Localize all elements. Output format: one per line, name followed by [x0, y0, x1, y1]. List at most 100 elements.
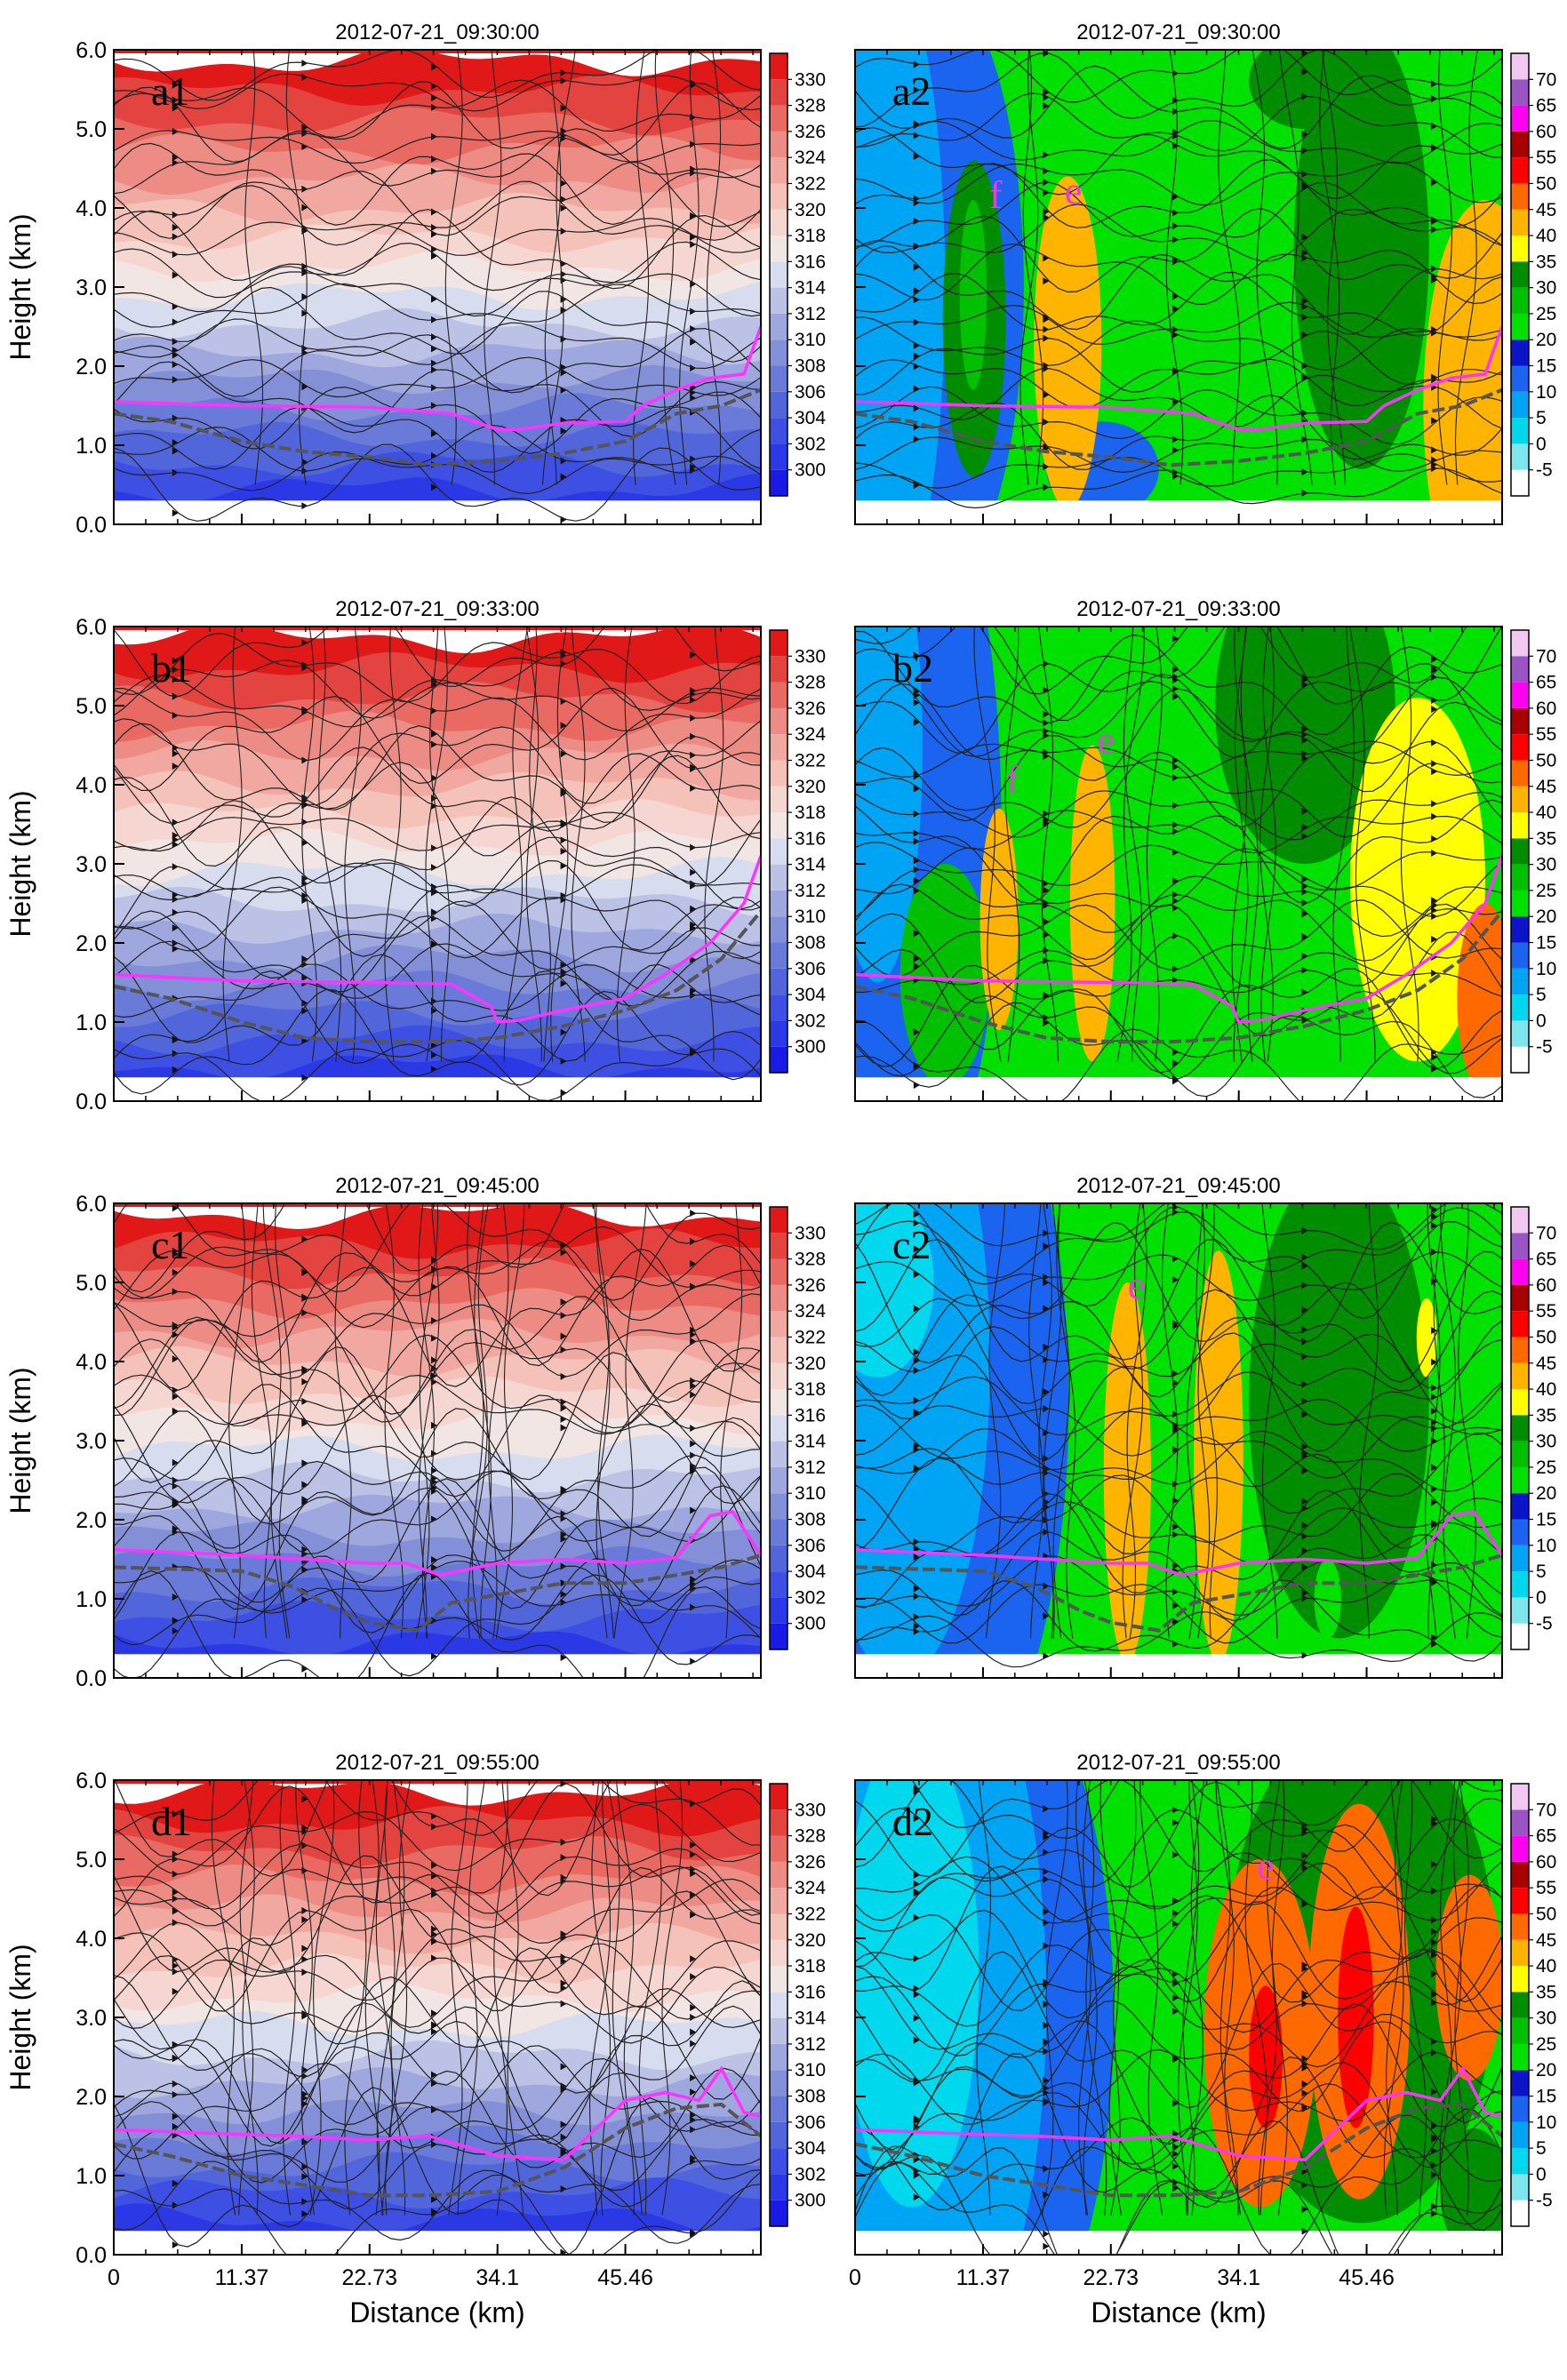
- streamline-arrow: [431, 295, 437, 303]
- colorbar-swatch: [1511, 968, 1529, 995]
- streamline-arrow: [1301, 1497, 1308, 1505]
- streamlines: [855, 627, 1502, 1101]
- streamline: [114, 1783, 761, 1917]
- streamline-arrow: [172, 1627, 179, 1635]
- panel-title: 2012-07-21_09:45:00: [1076, 1174, 1281, 1198]
- gray-boundary-line: [114, 1553, 761, 1633]
- streamline: [855, 1320, 1502, 1460]
- streamline: [855, 790, 1502, 841]
- colorbar-label: 316: [795, 1982, 826, 2002]
- panel-label: a2: [892, 68, 931, 114]
- streamline-arrow: [690, 1580, 697, 1588]
- colorbar-swatch: [770, 1519, 787, 1545]
- streamline: [309, 1780, 335, 2216]
- streamline-arrow: [1301, 725, 1308, 733]
- streamlines: [114, 1780, 761, 2255]
- streamline: [589, 1780, 612, 2216]
- colorbar-swatch: [1511, 183, 1529, 210]
- y-tick-label: 4.0: [76, 1927, 107, 1952]
- y-tick-label: 0.0: [76, 1090, 107, 1114]
- streamline-arrow: [172, 1810, 179, 1818]
- streamline-arrow: [560, 1599, 567, 1607]
- plot-area: e: [855, 1203, 1502, 1678]
- panel-label: d2: [892, 1799, 933, 1844]
- y-tick-label: 1.0: [76, 2164, 107, 2189]
- colorbar-frame: [769, 1783, 788, 2227]
- streamline: [855, 181, 1502, 247]
- colorbar-label: 306: [795, 959, 826, 979]
- streamline-arrow: [913, 651, 920, 659]
- streamline-arrow: [431, 2028, 437, 2036]
- streamline-arrow: [560, 847, 567, 855]
- plot-area: fe: [855, 627, 1502, 1101]
- streamline-arrow: [172, 749, 179, 757]
- streamline: [855, 1404, 1502, 1479]
- colorbar-label: 60: [1536, 1852, 1556, 1873]
- streamline-arrow: [560, 1424, 567, 1432]
- panel-b2: 2012-07-21_09:33:00feb2-5051015202530354…: [854, 597, 1556, 1102]
- panel-title: 2012-07-21_09:30:00: [1076, 20, 1281, 44]
- streamline-arrow: [1172, 1523, 1179, 1531]
- colorbar-label: 320: [795, 1930, 826, 1951]
- streamline-arrow: [560, 2000, 567, 2008]
- colorbar-swatch: [1511, 157, 1529, 184]
- plot-area: [114, 627, 761, 1101]
- colorbar-label: 318: [795, 803, 826, 823]
- y-tick-label: 1.0: [76, 1587, 107, 1612]
- streamline: [1197, 1203, 1215, 1639]
- streamline: [114, 2101, 761, 2192]
- streamline-arrow: [1172, 1276, 1179, 1284]
- gray-boundary-line: [855, 1553, 1502, 1633]
- streamline-arrow: [560, 180, 567, 188]
- streamline-arrow: [560, 2133, 567, 2141]
- y-tick-label: 2.0: [76, 355, 107, 379]
- streamline-arrow: [301, 74, 308, 82]
- streamline: [114, 687, 761, 762]
- colorbar-swatch: [1511, 994, 1529, 1021]
- streamline-arrow: [690, 467, 697, 475]
- streamline-arrow: [690, 455, 697, 463]
- streamline-arrow: [913, 771, 920, 779]
- streamline-arrow: [1301, 807, 1308, 815]
- colorbar-label: 300: [795, 1614, 826, 1634]
- streamline: [1215, 1780, 1242, 2216]
- y-axis-label: Height (km): [4, 213, 36, 360]
- streamline: [1251, 50, 1278, 485]
- streamline: [1126, 1203, 1147, 1639]
- streamline: [114, 827, 761, 910]
- colorbar-swatch: [770, 942, 787, 969]
- streamline: [114, 1466, 761, 1610]
- colorbar-label: 50: [1536, 750, 1556, 771]
- streamline: [114, 209, 761, 290]
- y-tick-label: 3.0: [76, 276, 107, 300]
- streamline-arrow: [690, 1238, 697, 1246]
- streamline-arrow: [172, 447, 179, 455]
- streamline-arrow: [560, 1654, 567, 1662]
- colorbar-swatch: [770, 707, 787, 735]
- streamline-arrow: [172, 1268, 179, 1276]
- x-tick-label: 45.46: [597, 2265, 653, 2290]
- colorbar-label: 322: [795, 1904, 826, 1924]
- streamline-arrow: [560, 1514, 567, 1522]
- streamline-arrow: [560, 1530, 567, 1538]
- terrain-mask: [855, 500, 1502, 524]
- streamline-arrow: [1301, 331, 1308, 339]
- streamline-arrow: [1043, 89, 1050, 97]
- streamline-arrow: [301, 1459, 308, 1467]
- streamline: [855, 1002, 1502, 1098]
- streamline: [593, 1203, 614, 1639]
- x-tick-label: 45.46: [1339, 2265, 1395, 2290]
- streamline: [1458, 1203, 1476, 1639]
- streamline-arrow: [560, 1332, 567, 1340]
- streamline-arrow: [1172, 209, 1179, 217]
- streamline: [855, 627, 1502, 722]
- streamline-arrow: [1301, 1900, 1308, 1908]
- colorbar-swatch: [1511, 1207, 1529, 1234]
- streamline: [1099, 1780, 1123, 2216]
- streamline-arrow: [431, 1930, 437, 1938]
- streamline-arrow: [913, 962, 920, 970]
- streamline-arrow: [1301, 910, 1308, 918]
- plot-area: e: [855, 1780, 1502, 2255]
- streamline: [855, 271, 1502, 337]
- streamline-arrow: [1301, 1651, 1308, 1659]
